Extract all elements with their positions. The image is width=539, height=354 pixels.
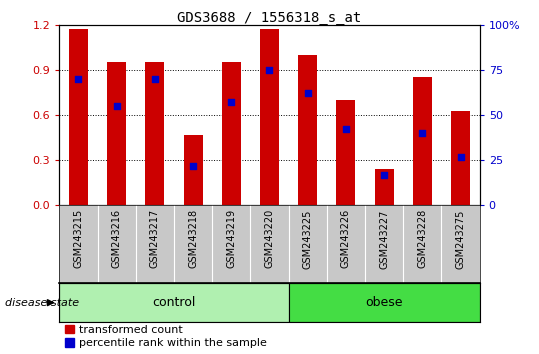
Bar (222, 62, 241, 205)
Point (112, 103, 121, 109)
Text: GSM243275: GSM243275 (455, 209, 466, 269)
Point (342, 127, 350, 132)
Text: GSM243215: GSM243215 (73, 209, 84, 268)
Bar (451, 110, 470, 205)
Legend: transformed count, percentile rank within the sample: transformed count, percentile rank withi… (65, 325, 267, 348)
Bar (298, 55, 317, 205)
Text: obese: obese (365, 296, 403, 309)
Point (150, 76, 159, 82)
Text: GDS3688 / 1556318_s_at: GDS3688 / 1556318_s_at (177, 11, 362, 25)
Bar (288, 283, 480, 322)
Point (74, 76, 82, 82)
Bar (183, 135, 203, 205)
Text: control: control (152, 296, 196, 309)
Text: GSM243220: GSM243220 (265, 209, 274, 268)
Bar (260, 29, 279, 205)
Bar (69, 29, 88, 205)
Bar (146, 62, 164, 205)
Point (265, 67, 274, 73)
Text: GSM243217: GSM243217 (150, 209, 160, 268)
Bar (413, 78, 432, 205)
Point (303, 91, 312, 96)
Point (380, 172, 389, 177)
Text: GSM243228: GSM243228 (417, 209, 427, 268)
Point (227, 99, 236, 105)
Point (418, 130, 427, 136)
Bar (59, 283, 288, 322)
Bar (107, 62, 126, 205)
Text: GSM243225: GSM243225 (303, 209, 313, 269)
Text: disease state: disease state (5, 298, 80, 308)
Text: GSM243226: GSM243226 (341, 209, 351, 268)
Text: GSM243216: GSM243216 (112, 209, 122, 268)
Bar (375, 169, 393, 205)
Point (189, 163, 197, 169)
Text: GSM243218: GSM243218 (188, 209, 198, 268)
Text: GSM243227: GSM243227 (379, 209, 389, 269)
Point (457, 154, 465, 159)
Text: GSM243219: GSM243219 (226, 209, 236, 268)
Bar (336, 100, 356, 205)
